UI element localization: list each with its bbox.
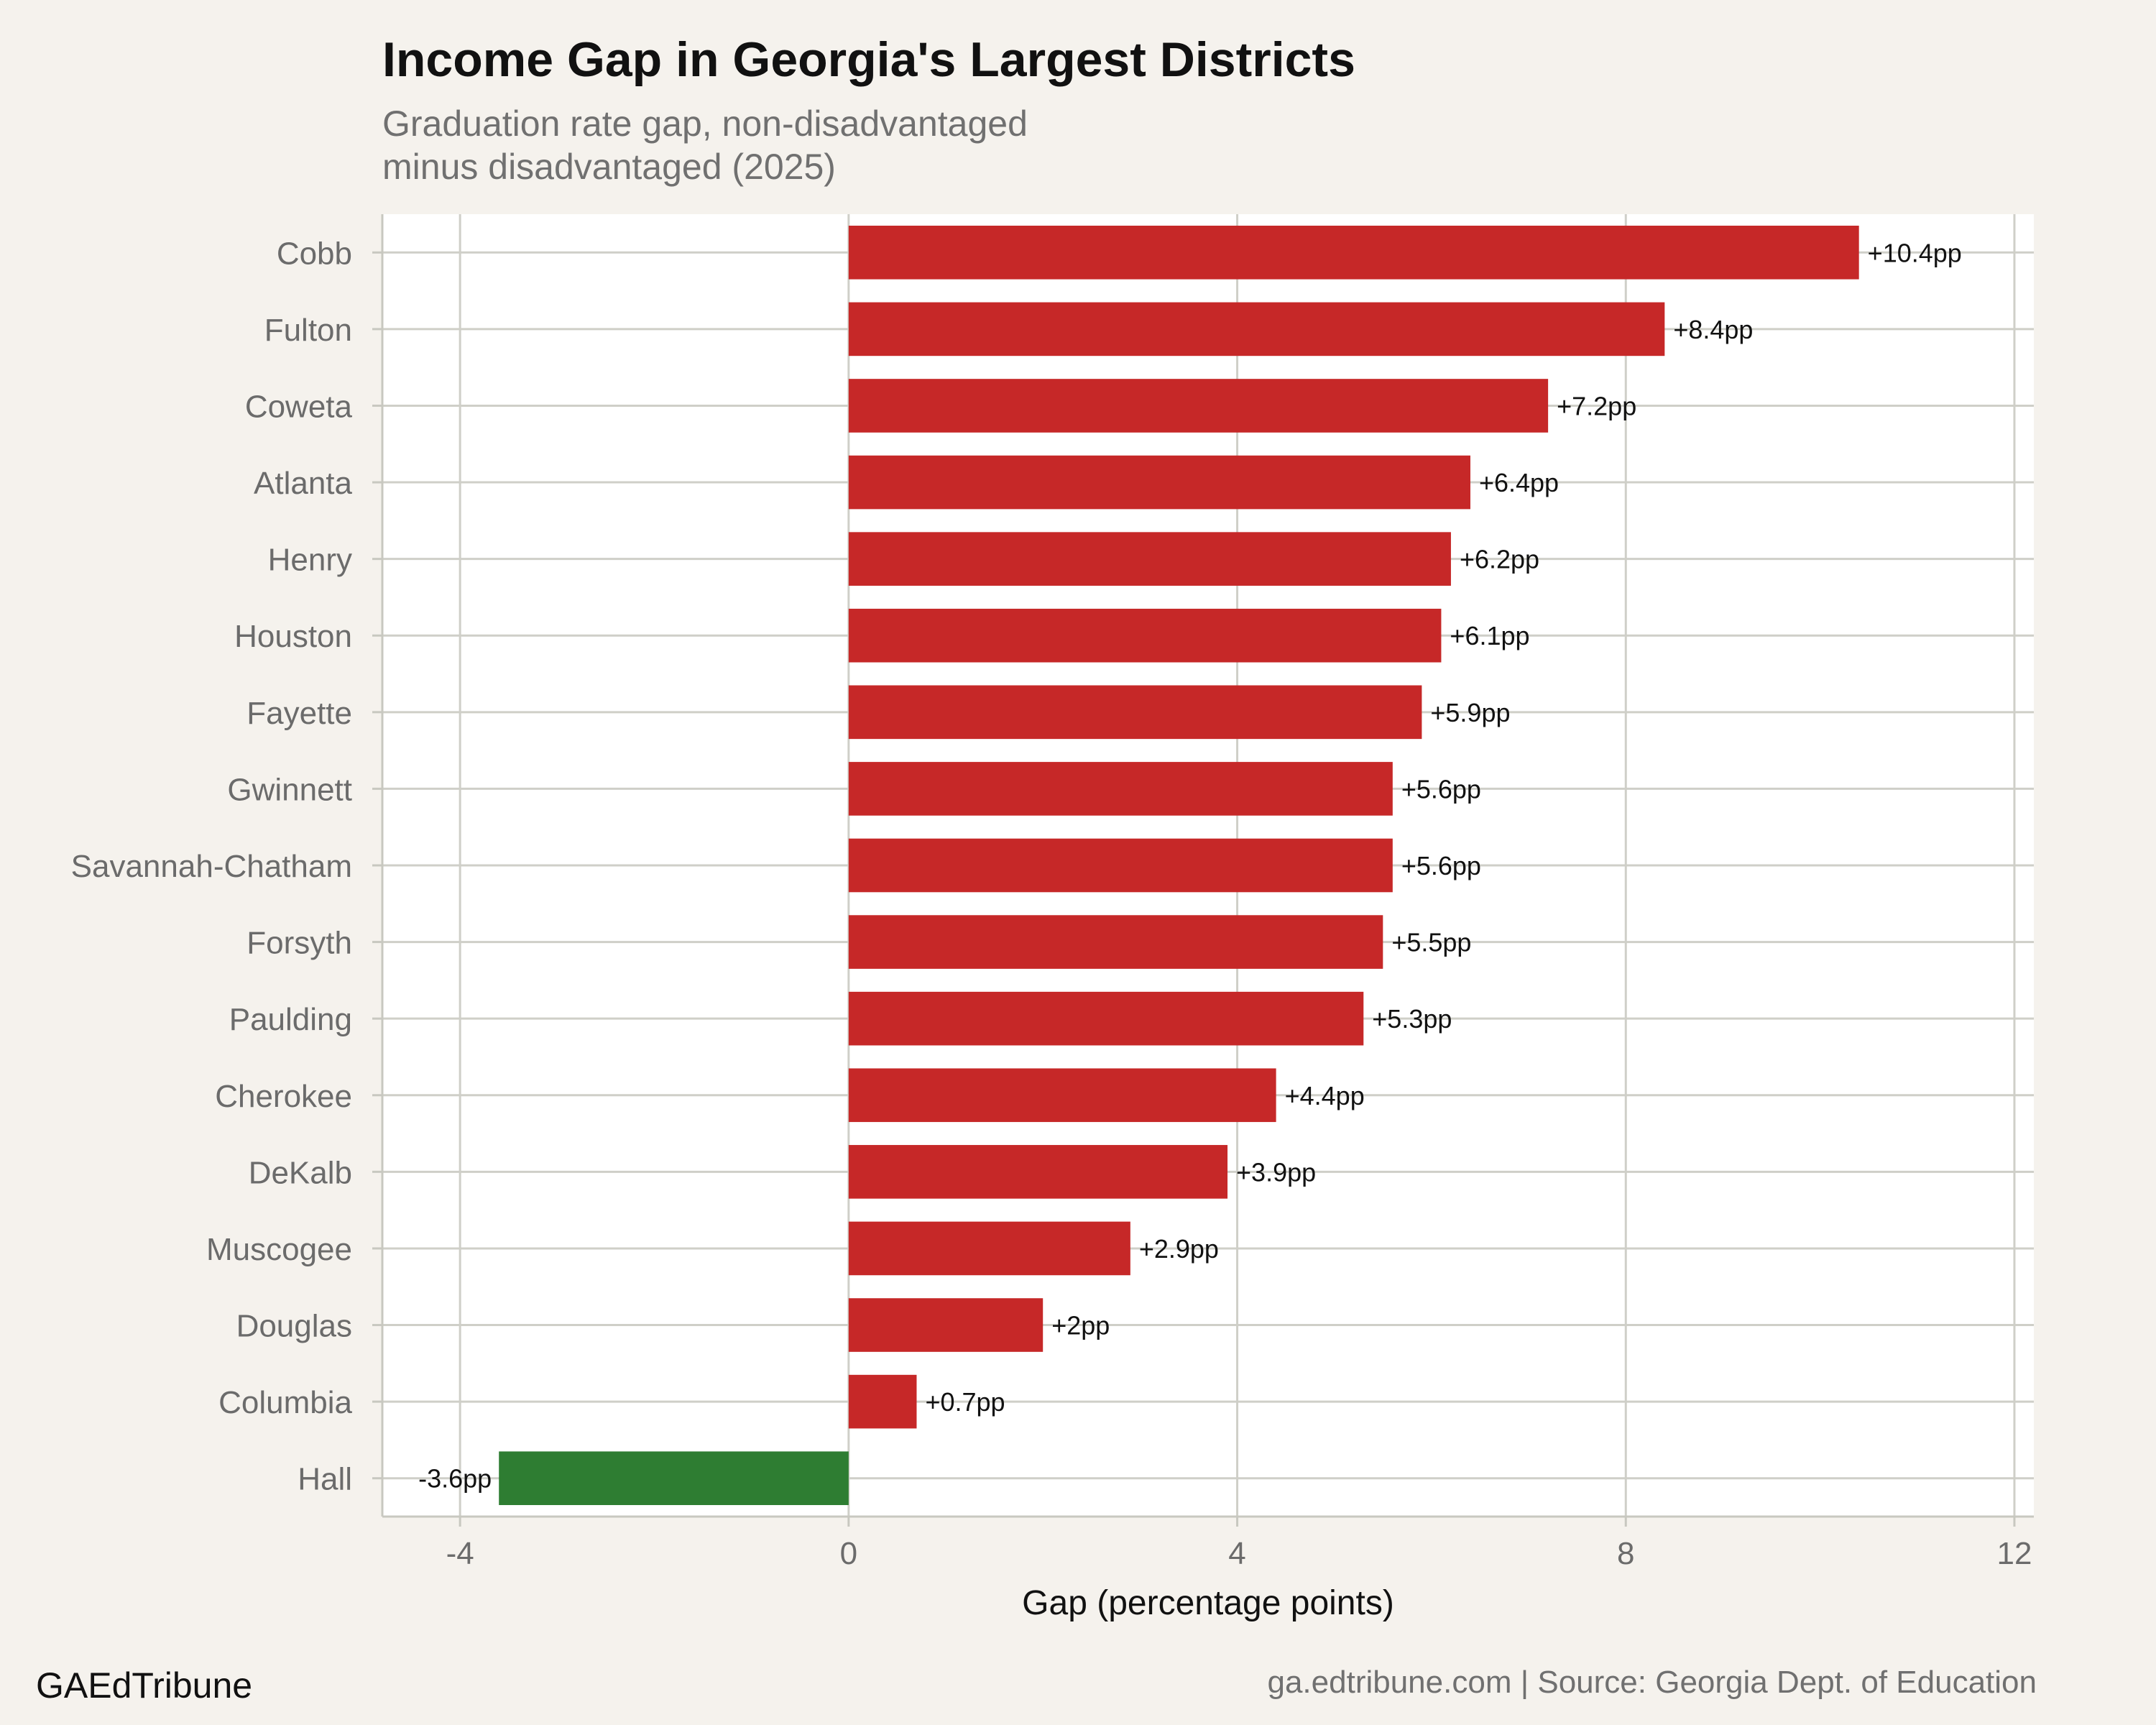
bar-savannah-chatham — [848, 838, 1393, 893]
chart-title: Income Gap in Georgia's Largest District… — [382, 32, 1355, 87]
data-label: +7.2pp — [1557, 391, 1636, 420]
data-label: +5.6pp — [1401, 774, 1481, 804]
data-label: +6.2pp — [1460, 545, 1539, 574]
data-label: +6.4pp — [1479, 468, 1559, 497]
data-label: +3.9pp — [1236, 1157, 1316, 1187]
data-label: +6.1pp — [1450, 621, 1529, 650]
bar-douglas — [848, 1298, 1044, 1352]
x-tick-label: 12 — [1996, 1536, 2032, 1571]
bar-forsyth — [848, 915, 1383, 969]
y-tick-label: Houston — [234, 619, 352, 654]
x-tick-label: 8 — [1617, 1536, 1634, 1571]
data-label: +5.9pp — [1430, 698, 1510, 727]
y-tick-label: Hall — [298, 1462, 352, 1497]
bar-fulton — [848, 302, 1665, 356]
data-label: +5.3pp — [1372, 1004, 1452, 1034]
y-tick-label: Savannah-Chatham — [71, 849, 352, 884]
subtitle-line-1: Graduation rate gap, non-disadvantaged — [382, 104, 1028, 144]
data-label: +2.9pp — [1139, 1234, 1219, 1264]
bar-paulding — [848, 991, 1364, 1046]
chart-subtitle: Graduation rate gap, non-disadvantaged m… — [382, 102, 1388, 188]
source-credit: ga.edtribune.com | Source: Georgia Dept.… — [1267, 1665, 2037, 1700]
y-tick-label: Douglas — [236, 1309, 352, 1344]
x-tick-label: 0 — [840, 1536, 857, 1571]
subtitle-line-2: minus disadvantaged (2025) — [382, 147, 836, 187]
y-tick-label: Atlanta — [254, 466, 353, 501]
data-label: -3.6pp — [418, 1464, 492, 1494]
y-tick-label: Muscogee — [206, 1232, 352, 1267]
bar-gwinnett — [848, 762, 1393, 816]
brand-name: GAEdTribune — [36, 1665, 253, 1706]
bar-fayette — [848, 685, 1422, 740]
bar-columbia — [848, 1374, 917, 1429]
bar-coweta — [848, 379, 1549, 433]
bar-atlanta — [848, 455, 1470, 510]
data-label: +5.5pp — [1391, 928, 1471, 957]
y-tick-label: DeKalb — [249, 1155, 352, 1190]
y-tick-label: Gwinnett — [227, 772, 352, 807]
bar-hall — [499, 1451, 849, 1506]
y-tick-label: Forsyth — [247, 926, 352, 961]
data-label: +5.6pp — [1401, 851, 1481, 880]
y-tick-label: Columbia — [218, 1385, 352, 1420]
y-tick-label: Coweta — [245, 389, 353, 424]
data-label: +0.7pp — [925, 1387, 1005, 1417]
x-tick-label: -4 — [446, 1536, 474, 1571]
y-tick-label: Fayette — [247, 696, 352, 731]
bar-houston — [848, 608, 1442, 663]
x-tick-label: 4 — [1228, 1536, 1245, 1571]
y-tick-label: Cobb — [277, 236, 352, 271]
y-tick-label: Paulding — [229, 1002, 352, 1037]
data-label: +8.4pp — [1673, 315, 1753, 344]
y-tick-label: Henry — [268, 543, 352, 578]
bar-henry — [848, 532, 1451, 586]
bar-dekalb — [848, 1145, 1228, 1199]
y-tick-label: Cherokee — [215, 1079, 352, 1114]
bar-muscogee — [848, 1221, 1130, 1276]
data-label: +2pp — [1051, 1311, 1110, 1340]
x-axis-title: Gap (percentage points) — [1022, 1584, 1394, 1622]
data-label: +4.4pp — [1285, 1081, 1365, 1110]
y-tick-label: Fulton — [264, 313, 352, 348]
bar-cobb — [848, 225, 1859, 280]
bar-cherokee — [848, 1068, 1276, 1123]
data-label: +10.4pp — [1868, 238, 1962, 267]
